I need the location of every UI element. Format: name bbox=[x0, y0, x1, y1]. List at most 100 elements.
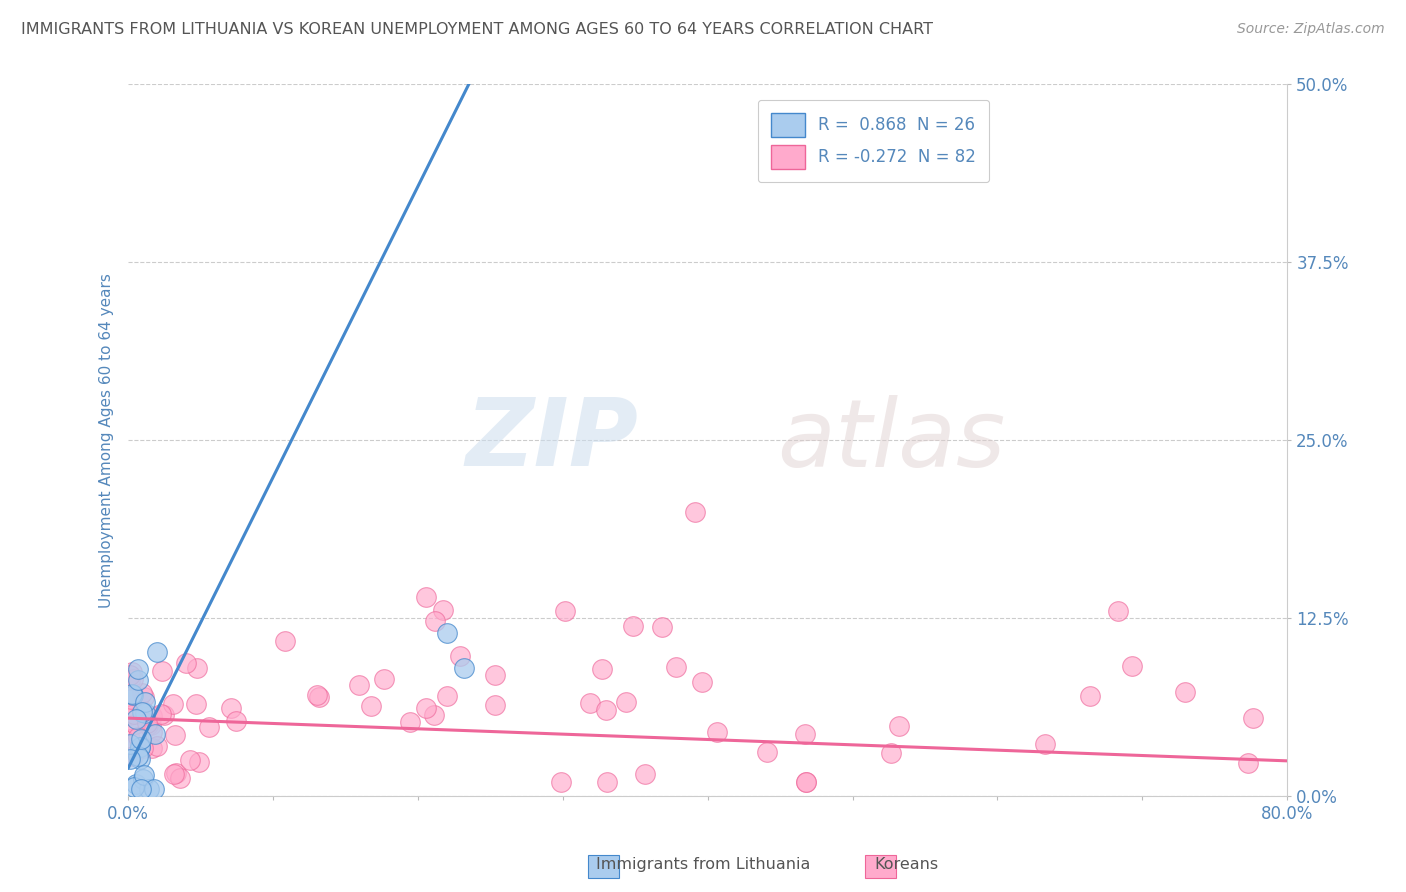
Point bbox=[127, 663, 149, 677]
Point bbox=[118, 737, 141, 751]
Point bbox=[169, 771, 191, 785]
Point bbox=[595, 702, 617, 716]
Point bbox=[132, 772, 155, 786]
Point bbox=[685, 505, 707, 519]
Point bbox=[141, 724, 163, 739]
Point bbox=[128, 740, 150, 755]
Point bbox=[131, 703, 153, 717]
Point bbox=[121, 665, 143, 679]
Point bbox=[134, 706, 156, 721]
Point bbox=[125, 777, 148, 791]
Point bbox=[146, 645, 169, 659]
Legend: R =  0.868  N = 26, R = -0.272  N = 82: R = 0.868 N = 26, R = -0.272 N = 82 bbox=[758, 100, 988, 182]
Point bbox=[360, 698, 382, 713]
Point bbox=[596, 775, 619, 789]
Text: Source: ZipAtlas.com: Source: ZipAtlas.com bbox=[1237, 22, 1385, 37]
Point bbox=[128, 752, 150, 766]
Point bbox=[143, 727, 166, 741]
Point bbox=[591, 662, 613, 676]
Point bbox=[118, 673, 141, 687]
Point bbox=[122, 688, 145, 702]
Point bbox=[134, 768, 156, 782]
Point bbox=[187, 755, 209, 769]
Y-axis label: Unemployment Among Ages 60 to 64 years: Unemployment Among Ages 60 to 64 years bbox=[100, 273, 114, 607]
Point bbox=[1241, 711, 1264, 725]
Point bbox=[120, 668, 142, 682]
Point bbox=[796, 775, 818, 789]
Point bbox=[423, 615, 446, 629]
Point bbox=[121, 748, 143, 763]
Point bbox=[127, 748, 149, 763]
Point bbox=[127, 730, 149, 744]
Point bbox=[150, 665, 173, 679]
Point bbox=[634, 767, 657, 781]
Text: Immigrants from Lithuania: Immigrants from Lithuania bbox=[596, 857, 810, 872]
Point bbox=[132, 740, 155, 755]
Point bbox=[225, 714, 247, 728]
Point bbox=[129, 782, 152, 797]
Point bbox=[453, 661, 475, 675]
Point bbox=[163, 767, 186, 781]
Point bbox=[579, 696, 602, 710]
Point bbox=[124, 717, 146, 731]
Point bbox=[162, 697, 184, 711]
Point bbox=[398, 714, 420, 729]
Point bbox=[131, 686, 153, 700]
Point bbox=[127, 673, 149, 688]
Point bbox=[554, 604, 576, 618]
Point bbox=[165, 766, 187, 780]
Point bbox=[794, 775, 817, 789]
Point bbox=[651, 620, 673, 634]
Point bbox=[131, 705, 153, 719]
Point bbox=[308, 690, 330, 705]
Point bbox=[423, 708, 446, 723]
Point bbox=[163, 728, 186, 742]
Point bbox=[484, 698, 506, 713]
Point bbox=[273, 634, 295, 648]
Point bbox=[121, 673, 143, 687]
Text: IMMIGRANTS FROM LITHUANIA VS KOREAN UNEMPLOYMENT AMONG AGES 60 TO 64 YEARS CORRE: IMMIGRANTS FROM LITHUANIA VS KOREAN UNEM… bbox=[21, 22, 934, 37]
Point bbox=[120, 692, 142, 706]
Point bbox=[880, 746, 903, 760]
Point bbox=[150, 706, 173, 721]
Point bbox=[219, 700, 242, 714]
Point bbox=[1078, 689, 1101, 703]
Point bbox=[449, 649, 471, 664]
Text: Koreans: Koreans bbox=[875, 857, 939, 872]
Point bbox=[1121, 659, 1143, 673]
Point bbox=[124, 780, 146, 794]
Point bbox=[139, 718, 162, 732]
Point bbox=[141, 709, 163, 723]
Point bbox=[198, 720, 221, 734]
Point bbox=[138, 782, 160, 797]
Point bbox=[125, 712, 148, 726]
Point bbox=[415, 590, 437, 604]
Point bbox=[436, 689, 458, 703]
Point bbox=[143, 782, 166, 797]
Point bbox=[186, 698, 208, 712]
Point bbox=[124, 706, 146, 721]
Point bbox=[118, 708, 141, 723]
Point bbox=[887, 719, 910, 733]
Point bbox=[124, 717, 146, 731]
Point bbox=[415, 700, 437, 714]
Point bbox=[1237, 756, 1260, 770]
Point bbox=[706, 724, 728, 739]
Point bbox=[134, 695, 156, 709]
Point bbox=[484, 667, 506, 681]
Point bbox=[174, 656, 197, 670]
Point bbox=[1107, 604, 1129, 618]
Point bbox=[129, 739, 152, 754]
Point bbox=[118, 752, 141, 766]
Text: atlas: atlas bbox=[778, 395, 1005, 486]
Point bbox=[136, 717, 159, 731]
Point bbox=[305, 688, 328, 702]
Point bbox=[755, 745, 778, 759]
Point bbox=[665, 659, 688, 673]
Point bbox=[132, 690, 155, 704]
Point bbox=[436, 625, 458, 640]
Point bbox=[621, 618, 644, 632]
Point bbox=[347, 678, 370, 692]
Point bbox=[153, 707, 176, 722]
Point bbox=[1174, 685, 1197, 699]
